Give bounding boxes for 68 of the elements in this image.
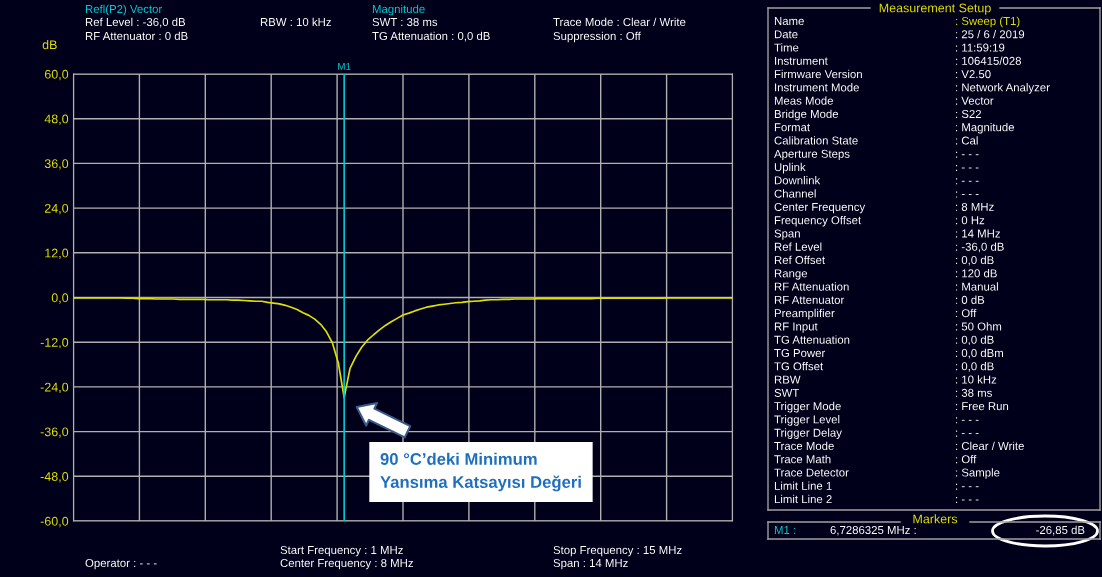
y-axis-title: dB — [42, 40, 57, 50]
y-tick-label: -48,0 — [40, 472, 69, 483]
text: Refl(P2) Vector — [85, 4, 163, 16]
y-tick-label: 60,0 — [44, 69, 69, 81]
text: Stop Frequency : 15 MHz — [553, 545, 682, 557]
text: Operator : - - - — [85, 558, 157, 570]
text: Trace Mode : Clear / Write — [553, 17, 686, 27]
text: Bridge Mode : S22 — [774, 109, 982, 121]
text: M1 — [338, 63, 351, 70]
text: Channel : - - - — [774, 189, 979, 198]
text: Trigger Delay : - - - — [774, 428, 979, 439]
text: Range : 120 dB — [774, 269, 997, 280]
text: RF Input : 50 Ohm — [774, 322, 1002, 333]
y-tick-label: 36,0 — [44, 159, 69, 170]
y-tick-label: 0,0 — [51, 293, 69, 304]
y-tick-label: 12,0 — [45, 248, 69, 259]
y-tick-label: -60,0 — [40, 516, 69, 528]
text: Ref Level : -36,0 dB — [774, 242, 1004, 253]
text: Uplink : - - - — [774, 162, 979, 174]
text: Preamplifier : Off — [774, 308, 977, 320]
text: Suppression : Off — [553, 31, 641, 43]
text: Instrument : 106415/028 — [775, 56, 1021, 65]
text: TG Power : 0,0 dBm — [774, 348, 1003, 359]
text: Trace Detector : Sample — [774, 468, 1000, 479]
text: Calibration State : Cal — [774, 136, 978, 145]
text: Limit Line 1 : - - - — [774, 481, 979, 490]
text: SWT : 38 ms — [774, 388, 992, 397]
text: Trace Mode : Clear / Write — [774, 441, 1024, 451]
text: Measurement Setup — [879, 3, 991, 15]
text: Ref Level : -36,0 dB — [85, 17, 186, 28]
y-tick-label: -12,0 — [40, 338, 69, 349]
text: RF Attenuator : 0 dB — [85, 31, 188, 41]
text: Trigger Mode : Free Run — [774, 401, 1009, 413]
text: Date : 25 / 6 / 2019 — [774, 29, 1025, 39]
text: TG Offset : 0,0 dB — [774, 361, 994, 372]
text: Downlink : - - - — [774, 176, 979, 185]
text: Markers — [913, 514, 958, 524]
text: Center Frequency : 8 MHz — [280, 558, 413, 570]
text: Frequency Offset : 0 Hz — [774, 215, 985, 227]
y-tick-label: -24,0 — [40, 382, 69, 394]
text: M1 : 6,7286325 MHz : -26,85 dB — [774, 525, 1085, 536]
text: Aperture Steps : - - - — [774, 149, 979, 161]
y-tick-label: 48,0 — [44, 114, 69, 125]
text: Format : Magnitude — [774, 122, 1015, 134]
text: Center Frequency : 8 MHz — [774, 202, 994, 214]
text: Firmware Version : V2.50 — [774, 69, 991, 79]
text: Meas Mode : Vector — [774, 96, 994, 105]
text: Time : 11:59:19 — [774, 43, 1005, 52]
y-tick-label: 24,0 — [44, 203, 69, 215]
text: SWT : 38 ms — [372, 17, 438, 27]
text: Limit Line 2 : - - - — [774, 494, 979, 504]
annotation: 90 °C’deki Minimum Yansıma Katsayısı Değeri — [380, 452, 581, 492]
text: Name : Sweep (T1) — [774, 16, 1020, 28]
text: Start Frequency : 1 MHz — [280, 545, 403, 557]
text: RF Attenuation : Manual — [774, 282, 998, 291]
text: TG Attenuation : 0,0 dB — [774, 335, 994, 346]
text: Magnitude — [372, 4, 425, 16]
text: RBW : 10 kHz — [774, 375, 997, 384]
text: Trace Math : Off — [774, 454, 977, 464]
text: Trigger Level : - - - — [774, 415, 979, 426]
text: Span : 14 MHz — [553, 558, 628, 570]
y-tick-label: -36,0 — [40, 427, 69, 438]
text: TG Attenuation : 0,0 dB — [372, 31, 490, 42]
text: RF Attenuator : 0 dB — [774, 295, 985, 304]
text: Instrument Mode : Network Analyzer — [775, 83, 1050, 94]
text: RBW : 10 kHz — [260, 17, 331, 27]
text: Ref Offset : 0,0 dB — [774, 255, 994, 266]
text: Span : 14 MHz — [774, 229, 1000, 240]
